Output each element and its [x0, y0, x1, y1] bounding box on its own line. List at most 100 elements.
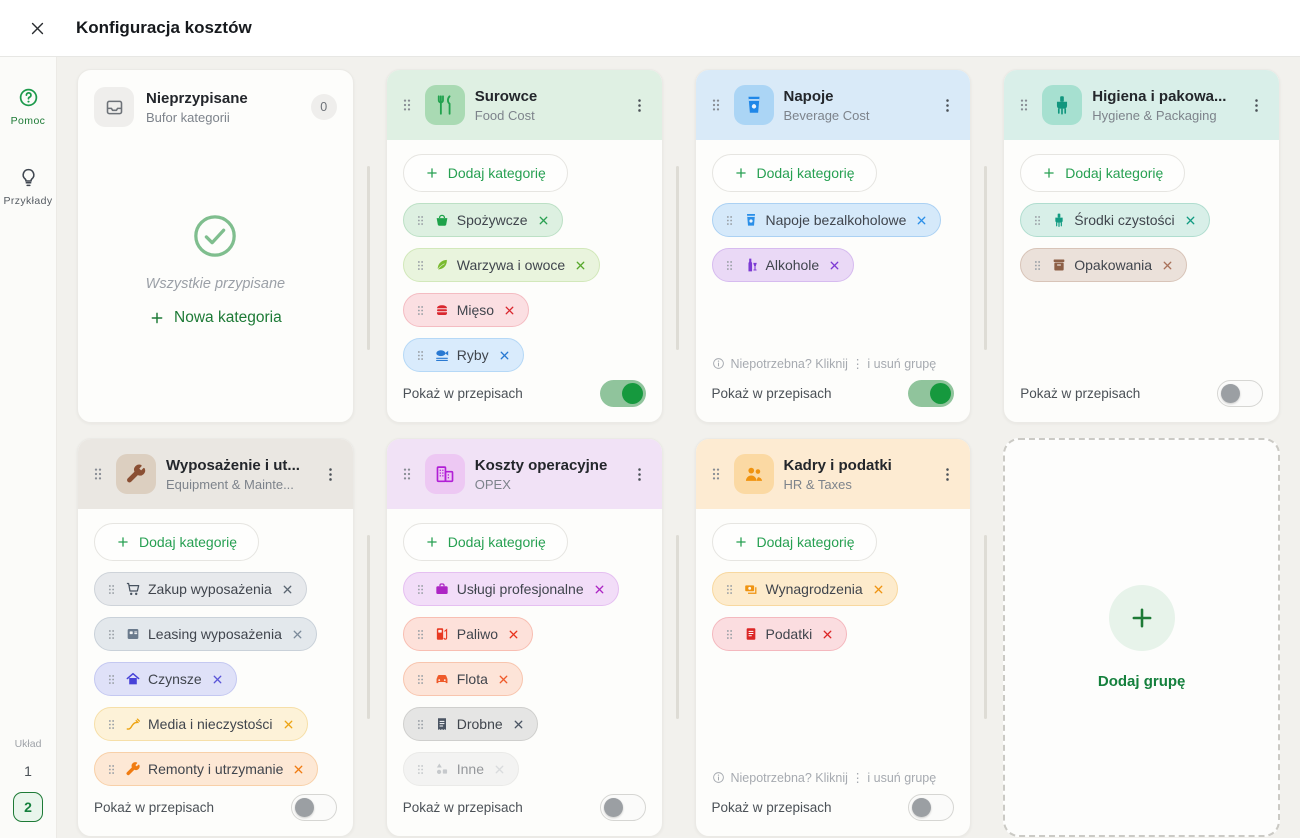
remove-category-icon[interactable]: [498, 349, 511, 362]
category-chip[interactable]: Remonty i utrzymanie: [94, 752, 319, 786]
drag-handle-icon[interactable]: [414, 214, 427, 227]
remove-category-icon[interactable]: [493, 763, 506, 776]
group-header: Surowce Food Cost: [386, 70, 662, 140]
remove-category-icon[interactable]: [211, 673, 224, 686]
drag-handle-icon[interactable]: [414, 583, 427, 596]
remove-category-icon[interactable]: [1184, 214, 1197, 227]
category-chip[interactable]: Ryby: [402, 338, 524, 372]
sidebar-item-examples[interactable]: Przykłady: [3, 167, 52, 207]
sidebar-item-help[interactable]: Pomoc: [11, 87, 46, 127]
remove-category-icon[interactable]: [507, 628, 520, 641]
drag-handle-icon[interactable]: [708, 466, 724, 482]
drag-handle-icon[interactable]: [1031, 214, 1044, 227]
drag-handle-icon[interactable]: [105, 673, 118, 686]
drag-handle-icon[interactable]: [90, 466, 106, 482]
category-chip[interactable]: Mięso: [402, 293, 530, 327]
category-chip[interactable]: Zakup wyposażenia: [94, 572, 307, 606]
add-category-button[interactable]: Dodaj kategorię: [402, 523, 568, 561]
category-chip[interactable]: Czynsze: [94, 662, 237, 696]
kebab-menu-icon[interactable]: [631, 466, 648, 483]
category-chip[interactable]: Napoje bezalkoholowe: [711, 203, 942, 237]
drag-handle-icon[interactable]: [414, 718, 427, 731]
drag-handle-icon[interactable]: [414, 628, 427, 641]
category-chip[interactable]: Warzywa i owoce: [402, 248, 601, 282]
show-in-recipes-toggle-off[interactable]: [908, 794, 955, 821]
remove-category-icon[interactable]: [281, 583, 294, 596]
add-category-button[interactable]: Dodaj kategorię: [711, 523, 877, 561]
drag-handle-icon[interactable]: [708, 97, 724, 113]
remove-category-icon[interactable]: [282, 718, 295, 731]
remove-category-icon[interactable]: [497, 673, 510, 686]
remove-category-icon[interactable]: [828, 259, 841, 272]
unassigned-empty-state: Wszystkie przypisane Nowa kategoria: [78, 144, 353, 422]
kebab-menu-icon[interactable]: [322, 466, 339, 483]
drag-handle-icon[interactable]: [723, 583, 736, 596]
kebab-menu-icon[interactable]: [939, 97, 956, 114]
remove-category-icon[interactable]: [821, 628, 834, 641]
remove-category-icon[interactable]: [915, 214, 928, 227]
show-in-recipes-toggle-off[interactable]: [599, 794, 646, 821]
remove-category-icon[interactable]: [593, 583, 606, 596]
category-chip-label: Opakowania: [1074, 257, 1153, 273]
category-chip[interactable]: Media i nieczystości: [94, 707, 308, 741]
remove-category-icon[interactable]: [574, 259, 587, 272]
close-icon[interactable]: [20, 11, 54, 45]
remove-category-icon[interactable]: [537, 214, 550, 227]
category-chip[interactable]: Opakowania: [1020, 248, 1188, 282]
category-chip[interactable]: Paliwo: [402, 617, 533, 651]
drag-handle-icon[interactable]: [723, 214, 736, 227]
layout-option-2-active[interactable]: 2: [13, 792, 43, 822]
category-chip[interactable]: Leasing wyposażenia: [94, 617, 317, 651]
category-chip[interactable]: Alkohole: [711, 248, 855, 282]
drag-handle-icon[interactable]: [414, 763, 427, 776]
drag-handle-icon[interactable]: [723, 259, 736, 272]
drag-handle-icon[interactable]: [1031, 259, 1044, 272]
add-category-button[interactable]: Dodaj kategorię: [402, 154, 568, 192]
drag-handle-icon[interactable]: [105, 583, 118, 596]
category-chip[interactable]: Usługi profesjonalne: [402, 572, 619, 606]
remove-category-icon[interactable]: [1161, 259, 1174, 272]
drag-handle-icon[interactable]: [414, 349, 427, 362]
plus-icon: [425, 535, 439, 549]
layout-option-1[interactable]: 1: [24, 763, 32, 779]
new-category-button[interactable]: Nowa kategoria: [149, 309, 282, 327]
category-chip[interactable]: Wynagrodzenia: [711, 572, 898, 606]
group-body: Dodaj kategorię Środki czystości Opakowa…: [1004, 140, 1279, 380]
drag-handle-icon[interactable]: [399, 466, 415, 482]
remove-category-icon[interactable]: [291, 628, 304, 641]
lightbulb-icon: [18, 167, 39, 188]
drag-handle-icon[interactable]: [723, 628, 736, 641]
show-in-recipes-toggle-off[interactable]: [290, 794, 337, 821]
category-chip[interactable]: Środki czystości: [1020, 203, 1210, 237]
drag-handle-icon[interactable]: [414, 304, 427, 317]
remove-category-icon[interactable]: [512, 718, 525, 731]
category-chip-label: Remonty i utrzymanie: [148, 761, 284, 777]
kebab-menu-icon[interactable]: [1248, 97, 1265, 114]
category-chip[interactable]: Podatki: [711, 617, 848, 651]
category-chip[interactable]: Drobne: [402, 707, 538, 741]
remove-category-icon[interactable]: [872, 583, 885, 596]
drag-handle-icon[interactable]: [1016, 97, 1032, 113]
drag-handle-icon[interactable]: [414, 673, 427, 686]
add-category-button[interactable]: Dodaj kategorię: [94, 523, 260, 561]
add-group-card[interactable]: Dodaj grupę: [1003, 438, 1280, 837]
drag-handle-icon[interactable]: [105, 763, 118, 776]
add-category-button[interactable]: Dodaj kategorię: [711, 154, 877, 192]
kebab-menu-icon[interactable]: [631, 97, 648, 114]
add-category-button[interactable]: Dodaj kategorię: [1020, 154, 1186, 192]
kebab-menu-icon[interactable]: [939, 466, 956, 483]
show-in-recipes-toggle-on[interactable]: [599, 380, 646, 407]
remove-category-icon[interactable]: [503, 304, 516, 317]
drag-handle-icon[interactable]: [105, 718, 118, 731]
category-chip[interactable]: Flota: [402, 662, 523, 696]
remove-category-icon[interactable]: [292, 763, 305, 776]
drag-handle-icon[interactable]: [414, 259, 427, 272]
category-chip[interactable]: Spożywcze: [402, 203, 563, 237]
group-footer: Pokaż w przepisach: [1004, 380, 1279, 422]
layout-label: Układ: [14, 738, 42, 750]
category-chip[interactable]: Inne: [402, 752, 519, 786]
show-in-recipes-toggle-on[interactable]: [908, 380, 955, 407]
drag-handle-icon[interactable]: [399, 97, 415, 113]
show-in-recipes-toggle-off[interactable]: [1217, 380, 1263, 407]
drag-handle-icon[interactable]: [105, 628, 118, 641]
